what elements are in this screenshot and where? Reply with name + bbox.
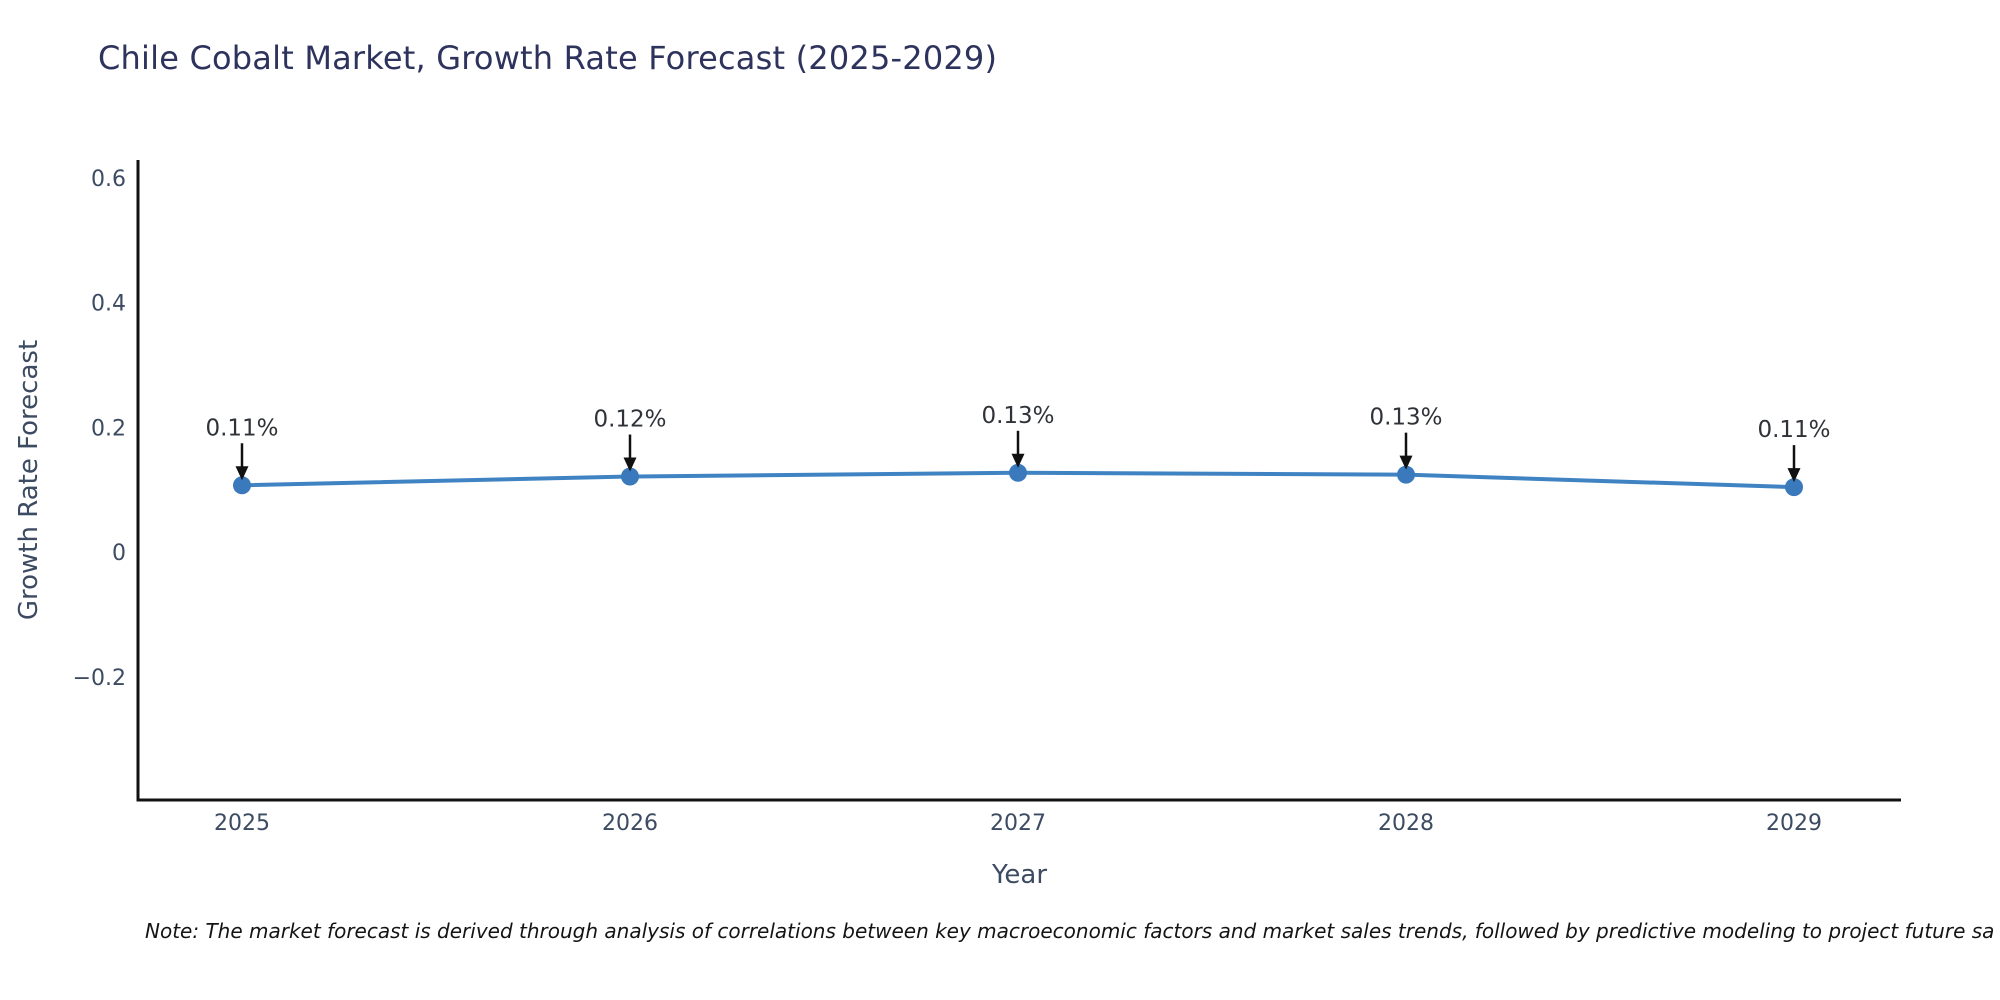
x-tick-label: 2025 [214, 811, 270, 836]
y-tick-label: 0 [112, 541, 126, 566]
data-point [621, 467, 639, 486]
point-value-label: 0.11% [205, 415, 278, 441]
data-point [1009, 463, 1027, 482]
point-value-label: 0.12% [593, 407, 666, 433]
x-tick-label: 2028 [1378, 811, 1434, 836]
annotation-arrowhead-icon [623, 457, 637, 472]
y-tick-label: 0.2 [91, 416, 126, 441]
x-axis-title: Year [991, 860, 1048, 890]
annotation-arrowhead-icon [235, 466, 249, 481]
chart-title: Chile Cobalt Market, Growth Rate Forecas… [98, 39, 998, 77]
y-tick-label: 0.6 [91, 167, 126, 192]
point-value-label: 0.13% [1369, 405, 1442, 431]
x-tick-label: 2026 [602, 811, 658, 836]
x-tick-label: 2027 [990, 811, 1046, 836]
data-point [233, 476, 251, 495]
data-point [1785, 478, 1803, 497]
x-tick-label: 2029 [1766, 811, 1822, 836]
annotation-arrowhead-icon [1399, 455, 1413, 470]
point-value-label: 0.13% [981, 403, 1054, 429]
annotation-arrowhead-icon [1787, 468, 1801, 483]
annotation-arrowhead-icon [1011, 453, 1025, 468]
y-tick-label: 0.4 [91, 292, 126, 317]
y-tick-label: −0.2 [73, 666, 126, 691]
point-value-label: 0.11% [1757, 417, 1830, 443]
data-point [1397, 465, 1415, 484]
footnote: Note: The market forecast is derived thr… [145, 919, 1995, 943]
